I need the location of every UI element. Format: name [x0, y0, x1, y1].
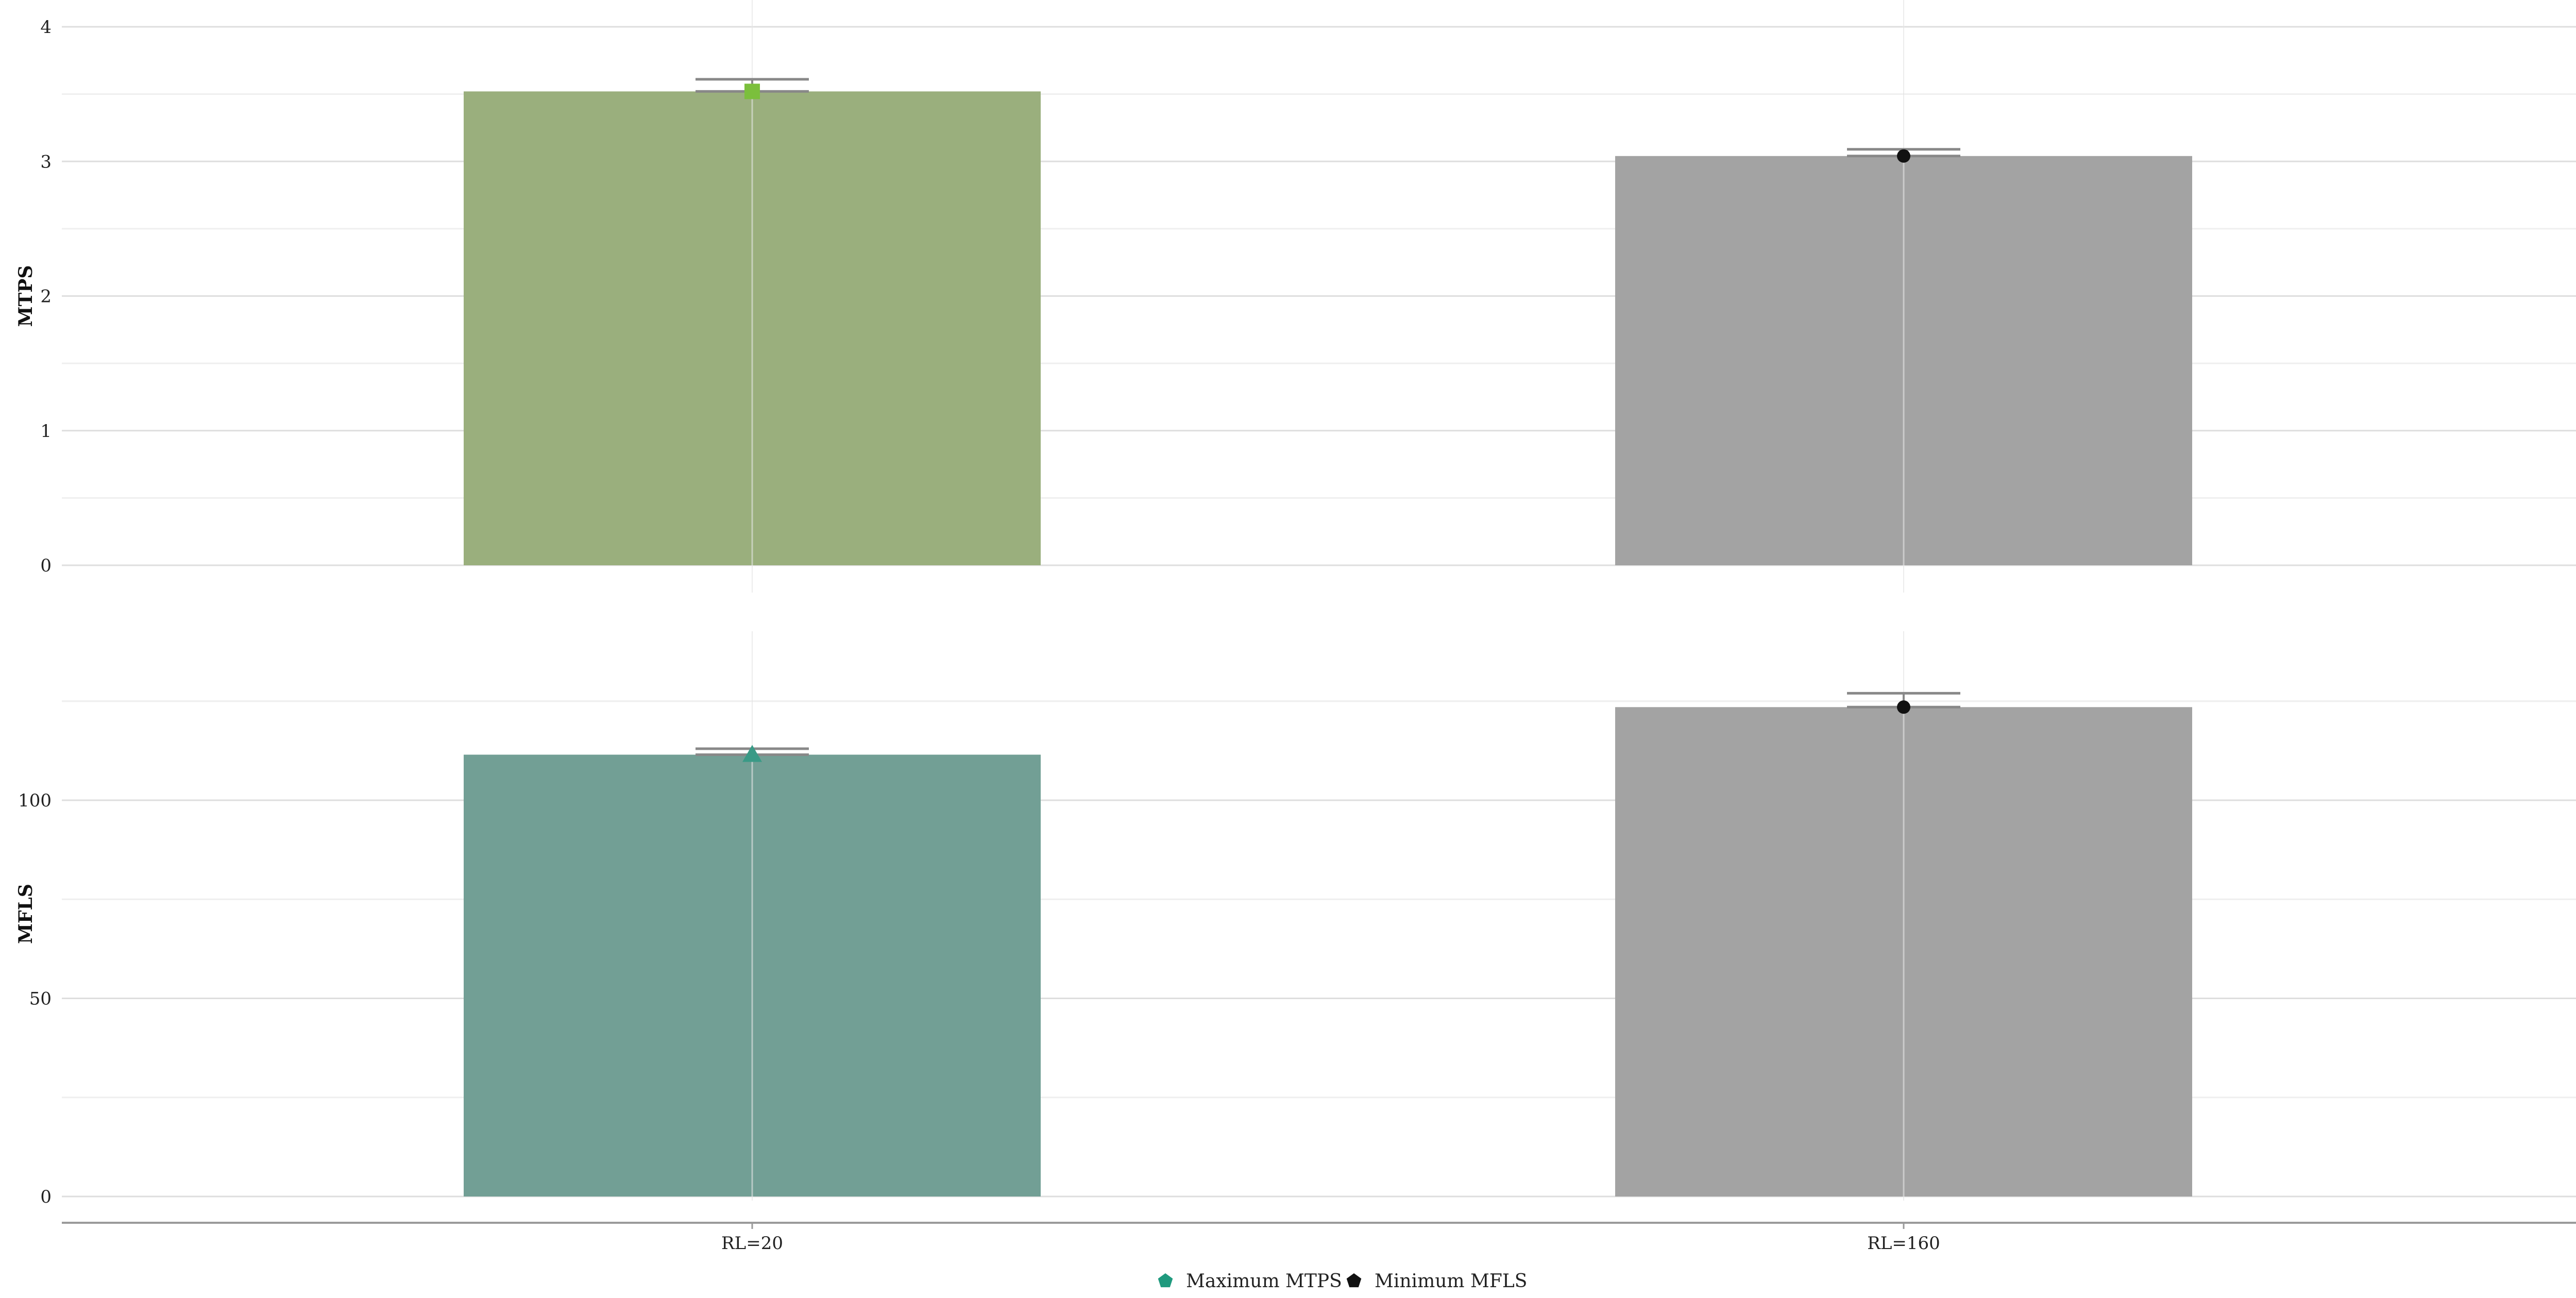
bar-rl-160 [1615, 156, 2192, 565]
y-axis-title: MFLS [15, 884, 37, 944]
legend: Maximum MTPS Minimum MFLS [1158, 1271, 1527, 1292]
y-tick-label: 100 [18, 790, 52, 811]
bar-rl-20 [464, 754, 1041, 1196]
top-panel: 0 1 2 3 4 MTPS [15, 0, 2576, 593]
bar-rl-20 [464, 91, 1041, 565]
bar-rl-160 [1615, 707, 2192, 1196]
legend-minimum-mfls-icon [1346, 1273, 1362, 1288]
y-tick-label: 0 [40, 555, 52, 576]
legend-label: Maximum MTPS [1186, 1271, 1342, 1292]
y-tick-label: 4 [40, 17, 52, 38]
y-axis-title: MTPS [15, 265, 37, 327]
y-tick-label: 2 [40, 286, 52, 307]
min-marker [1897, 149, 1910, 163]
x-tick-label: RL=20 [721, 1233, 783, 1254]
y-tick-label: 50 [29, 989, 52, 1009]
x-axis: RL=20 RL=160 [62, 1222, 2576, 1254]
legend-maximum-mtps-icon [1158, 1273, 1173, 1288]
max-marker-square [744, 83, 760, 99]
y-tick-label: 3 [40, 151, 52, 172]
y-tick-label: 0 [40, 1187, 52, 1207]
x-tick-label: RL=160 [1867, 1233, 1940, 1254]
bottom-panel: 0 50 100 MFLS [15, 631, 2576, 1207]
legend-label: Minimum MFLS [1375, 1271, 1527, 1292]
max-marker-triangle [742, 745, 762, 762]
y-tick-label: 1 [40, 421, 52, 442]
min-marker [1897, 700, 1910, 714]
